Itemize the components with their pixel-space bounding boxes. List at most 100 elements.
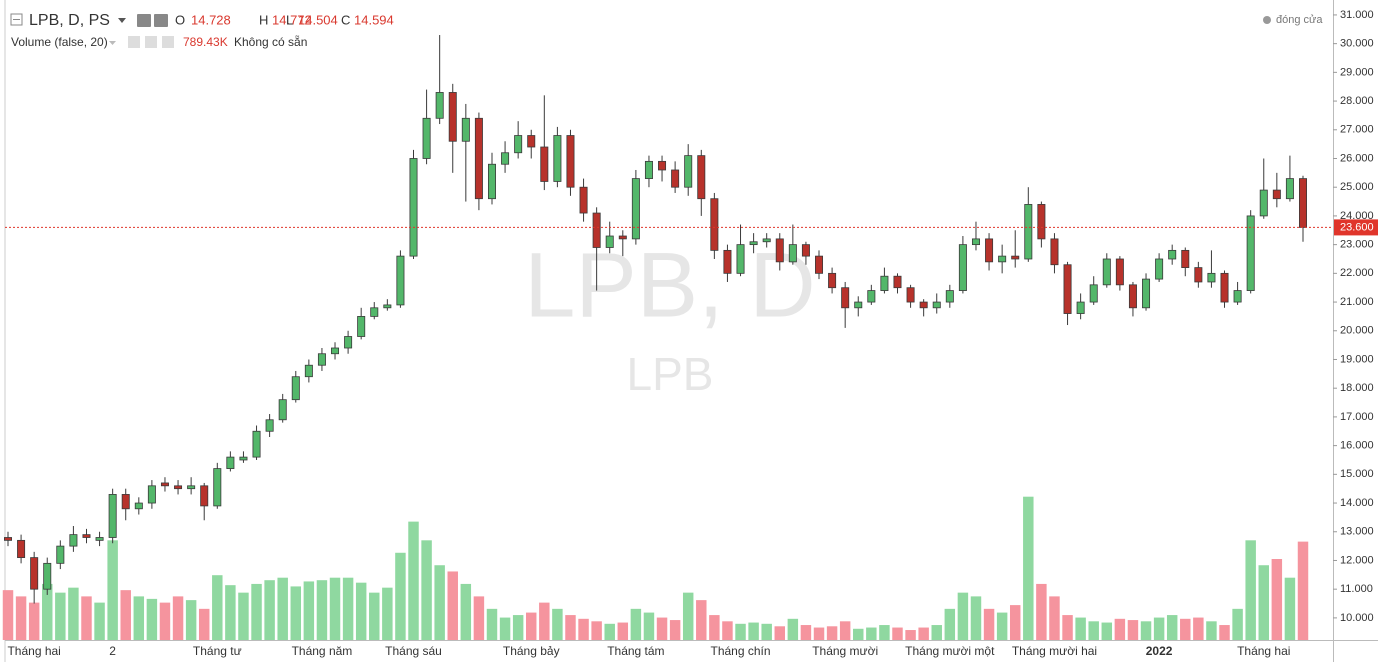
candle-body	[43, 562, 52, 590]
volume-bar	[1036, 583, 1047, 640]
x-tick-label: Tháng chín	[711, 644, 771, 658]
volume-bar	[905, 630, 916, 640]
y-tick-label: 30.000	[1340, 38, 1374, 50]
volume-bar	[1049, 596, 1060, 640]
x-tick-label: Tháng mười hai	[1012, 644, 1097, 658]
volume-bar	[290, 586, 302, 640]
l-value: 14.504	[298, 12, 338, 27]
candle-body	[82, 534, 91, 538]
candle-body	[344, 336, 353, 349]
candle-body	[841, 287, 850, 309]
volume-bar	[774, 626, 785, 640]
volume-bar	[813, 627, 825, 640]
volume-bar	[866, 627, 877, 640]
candle-body	[1076, 301, 1085, 314]
candle-body	[487, 163, 496, 200]
candle-body	[644, 160, 653, 179]
candle-body	[1128, 284, 1137, 309]
x-tick-label: Tháng mười	[812, 644, 878, 658]
volume-bar	[81, 596, 92, 640]
volume-bar	[970, 596, 982, 640]
watermark-main: LPB, D	[524, 234, 815, 336]
candle-body	[121, 494, 130, 510]
watermark: LPB, D LPB	[524, 234, 815, 400]
volume-bar	[15, 596, 27, 640]
eye-icon[interactable]	[128, 36, 140, 48]
candle-body	[461, 117, 470, 142]
l-label: L	[286, 12, 293, 27]
x-tick-label: Tháng tư	[193, 644, 242, 658]
candle-body	[514, 135, 523, 154]
legend-header: LPB, D, PS O 14.728 H 14.772 L 14.504 C …	[10, 12, 1323, 49]
y-tick-label: 16.000	[1340, 440, 1374, 452]
settings-icon[interactable]	[145, 36, 157, 48]
volume-bar	[225, 585, 236, 640]
y-tick-label: 29.000	[1340, 66, 1374, 78]
candle-body	[435, 92, 444, 119]
volume-bar	[2, 590, 14, 640]
candle-body	[919, 301, 928, 309]
eye-icon[interactable]	[137, 14, 151, 27]
volume-bar	[761, 623, 772, 640]
y-tick-label: 26.000	[1340, 152, 1374, 164]
volume-bar	[212, 575, 223, 640]
volume-bar	[486, 608, 498, 640]
volume-bar	[944, 608, 956, 640]
candle-body	[448, 92, 457, 142]
volume-bar	[800, 625, 812, 640]
candle-body	[998, 255, 1007, 263]
y-tick-label: 22.000	[1340, 267, 1374, 279]
y-tick-label: 23.000	[1340, 239, 1374, 251]
dropdown[interactable]	[109, 41, 116, 45]
y-tick-label: 11.000	[1340, 583, 1373, 595]
x-tick-label: Tháng bảy	[503, 644, 560, 658]
volume-bar	[1009, 605, 1021, 640]
candle-body	[278, 399, 287, 421]
candle-body	[566, 135, 575, 188]
candle-body	[370, 307, 379, 317]
volume-bar	[931, 625, 942, 640]
candle-body	[1272, 189, 1281, 200]
volume-bar	[787, 618, 799, 640]
candle-body	[4, 537, 12, 541]
candle-body	[854, 301, 863, 309]
candle-body	[788, 244, 797, 263]
y-tick-label: 24.000	[1340, 210, 1374, 222]
candle-body	[775, 238, 784, 263]
x-tick-label: Tháng sáu	[385, 644, 442, 658]
volume-bar	[120, 590, 131, 640]
volume-bar	[1271, 559, 1283, 640]
candle-body	[1285, 178, 1294, 200]
candle-body	[1115, 258, 1124, 286]
candle-body	[474, 117, 483, 200]
candle-body	[17, 539, 26, 558]
volume-bar	[198, 608, 210, 640]
volume-bar	[565, 615, 576, 640]
volume-bar	[1193, 617, 1204, 640]
volume-bar	[185, 600, 197, 640]
status-dot	[1263, 16, 1271, 24]
volume-bar	[421, 540, 432, 640]
candle-body	[1037, 204, 1046, 240]
close-icon[interactable]	[162, 36, 174, 48]
candle-body	[540, 146, 549, 182]
volume-bar	[408, 521, 419, 640]
collapse-icon[interactable]	[10, 13, 23, 26]
settings-icon[interactable]	[154, 14, 168, 27]
candle-body	[605, 235, 614, 248]
dropdown[interactable]	[118, 18, 126, 23]
volume-bar	[578, 618, 589, 640]
x-tick-label: 2022	[1146, 644, 1173, 658]
volume-bar	[1101, 622, 1113, 640]
volume-bar	[264, 580, 275, 640]
volume-bar	[957, 592, 969, 640]
volume-bar	[447, 571, 458, 640]
volume-bar	[329, 577, 341, 640]
volume-bar	[1153, 617, 1165, 640]
x-tick-label: Tháng hai	[1237, 644, 1290, 658]
volume-bar	[512, 615, 524, 640]
y-tick-label: 18.000	[1340, 382, 1374, 394]
x-tick-label: 2	[109, 644, 116, 658]
